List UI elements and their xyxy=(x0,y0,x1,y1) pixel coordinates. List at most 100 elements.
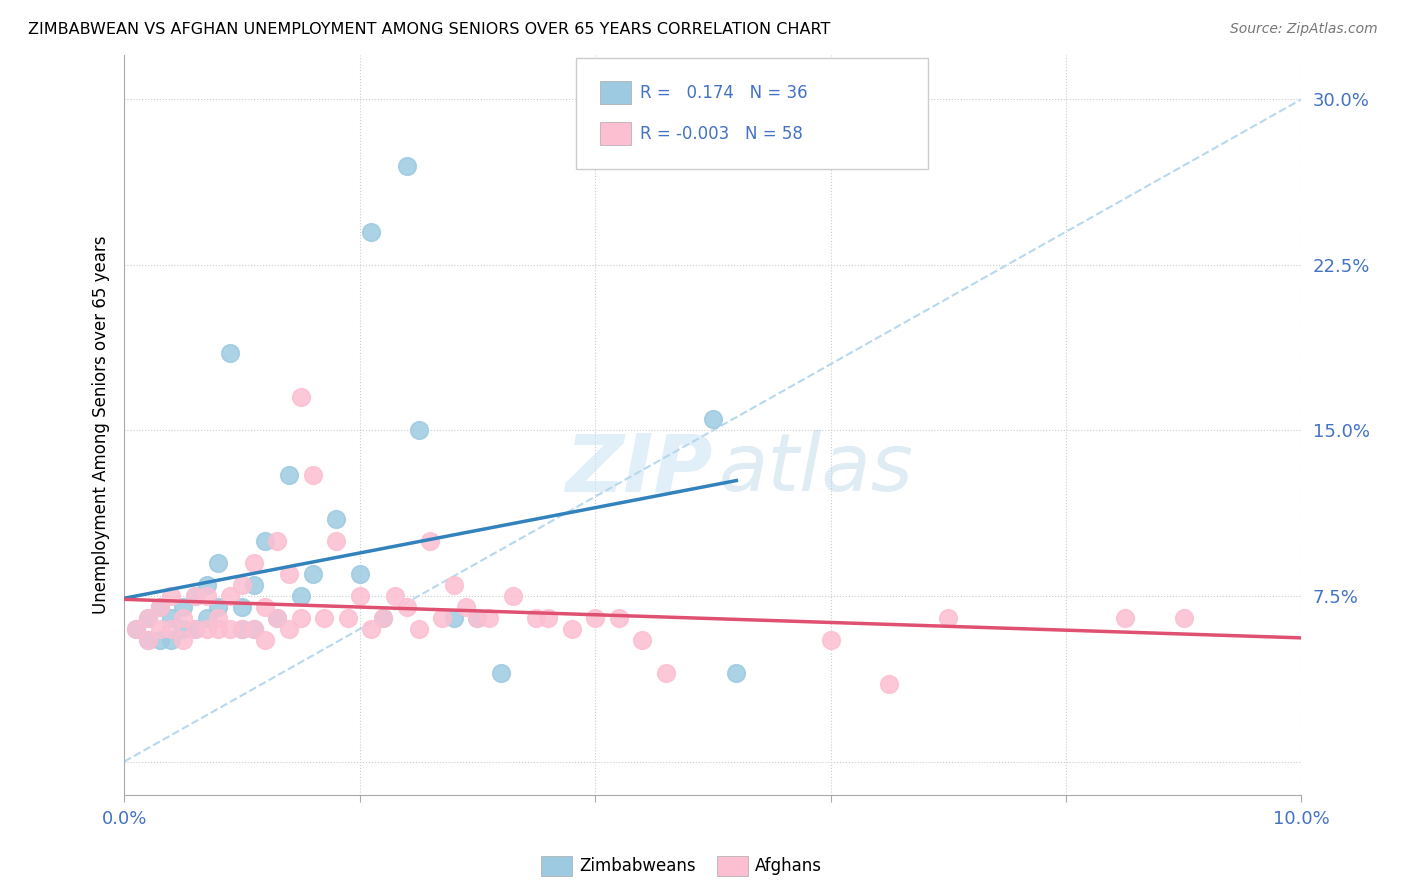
Text: Afghans: Afghans xyxy=(755,857,823,875)
Point xyxy=(148,622,170,636)
Point xyxy=(148,633,170,648)
Point xyxy=(725,666,748,681)
Point xyxy=(631,633,654,648)
Point xyxy=(314,611,336,625)
Point xyxy=(607,611,630,625)
Point xyxy=(219,346,242,360)
Point xyxy=(136,633,159,648)
Point xyxy=(467,611,489,625)
Text: atlas: atlas xyxy=(718,430,914,508)
Point xyxy=(266,533,288,548)
Point xyxy=(360,225,382,239)
Point xyxy=(207,622,229,636)
Point xyxy=(231,600,253,615)
Point xyxy=(254,533,277,548)
Point xyxy=(184,622,207,636)
Point xyxy=(702,412,724,426)
Point xyxy=(384,589,406,603)
Text: R =   0.174   N = 36: R = 0.174 N = 36 xyxy=(640,84,807,102)
Point xyxy=(524,611,547,625)
Point xyxy=(349,566,371,581)
Point xyxy=(408,424,430,438)
Point xyxy=(160,589,183,603)
Point xyxy=(125,622,148,636)
Point xyxy=(502,589,524,603)
Point xyxy=(231,622,253,636)
Point xyxy=(148,600,170,615)
Point xyxy=(373,611,395,625)
Point xyxy=(936,611,959,625)
Point xyxy=(325,512,347,526)
Text: R = -0.003   N = 58: R = -0.003 N = 58 xyxy=(640,125,803,143)
Point xyxy=(301,566,323,581)
Point xyxy=(360,622,382,636)
Point xyxy=(454,600,477,615)
Point xyxy=(136,611,159,625)
Point xyxy=(195,622,218,636)
Point xyxy=(184,589,207,603)
Point xyxy=(301,467,323,482)
Point xyxy=(290,589,312,603)
Point xyxy=(537,611,560,625)
Point xyxy=(195,611,218,625)
Point xyxy=(879,677,901,691)
Point xyxy=(231,622,253,636)
Point xyxy=(160,633,183,648)
Text: ZIMBABWEAN VS AFGHAN UNEMPLOYMENT AMONG SENIORS OVER 65 YEARS CORRELATION CHART: ZIMBABWEAN VS AFGHAN UNEMPLOYMENT AMONG … xyxy=(28,22,831,37)
Point xyxy=(443,611,465,625)
Point xyxy=(266,611,288,625)
Point xyxy=(373,611,395,625)
Point xyxy=(489,666,512,681)
Point xyxy=(278,467,301,482)
Point xyxy=(231,578,253,592)
Point xyxy=(172,600,194,615)
Point xyxy=(148,600,170,615)
Point xyxy=(1114,611,1136,625)
Point xyxy=(136,633,159,648)
Point xyxy=(242,622,264,636)
Point xyxy=(820,633,842,648)
Point xyxy=(278,622,301,636)
Point xyxy=(160,611,183,625)
Point xyxy=(349,589,371,603)
Point xyxy=(184,622,207,636)
Point xyxy=(467,611,489,625)
Point xyxy=(172,611,194,625)
Point xyxy=(395,159,418,173)
Point xyxy=(561,622,583,636)
Point xyxy=(207,600,229,615)
Point xyxy=(172,633,194,648)
Point xyxy=(395,600,418,615)
Point xyxy=(266,611,288,625)
Text: Source: ZipAtlas.com: Source: ZipAtlas.com xyxy=(1230,22,1378,37)
Point xyxy=(242,578,264,592)
Point xyxy=(136,611,159,625)
Point xyxy=(478,611,501,625)
Point xyxy=(419,533,441,548)
Point xyxy=(242,556,264,570)
Point xyxy=(290,611,312,625)
Point xyxy=(408,622,430,636)
Point xyxy=(207,611,229,625)
Point xyxy=(254,600,277,615)
Point xyxy=(195,589,218,603)
Text: Zimbabweans: Zimbabweans xyxy=(579,857,696,875)
Point xyxy=(219,622,242,636)
Point xyxy=(242,622,264,636)
Text: ZIP: ZIP xyxy=(565,430,713,508)
Point xyxy=(443,578,465,592)
Point xyxy=(160,622,183,636)
Point xyxy=(1173,611,1195,625)
Point xyxy=(336,611,359,625)
Point xyxy=(654,666,676,681)
Point xyxy=(195,578,218,592)
Point xyxy=(583,611,606,625)
Point xyxy=(325,533,347,548)
Point xyxy=(219,589,242,603)
Point xyxy=(125,622,148,636)
Y-axis label: Unemployment Among Seniors over 65 years: Unemployment Among Seniors over 65 years xyxy=(93,235,110,615)
Point xyxy=(430,611,453,625)
Point xyxy=(254,633,277,648)
Point xyxy=(207,556,229,570)
Point xyxy=(172,622,194,636)
